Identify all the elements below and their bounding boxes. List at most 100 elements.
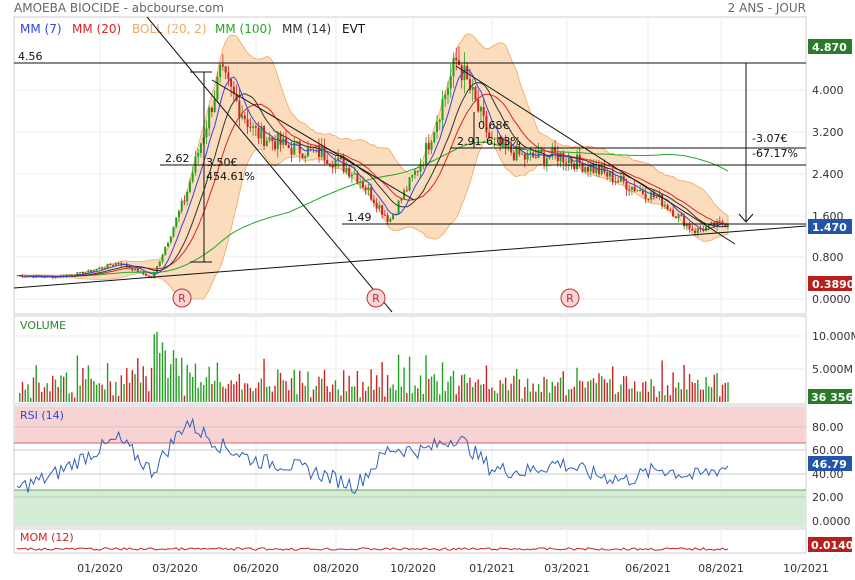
r-markers: R R R <box>172 288 580 308</box>
candle-body <box>370 187 373 200</box>
candle-body <box>153 272 156 278</box>
volume-bar <box>219 382 221 402</box>
candle-body <box>301 153 304 159</box>
candle-body <box>414 170 417 175</box>
volume-bar <box>526 378 529 402</box>
candle-body <box>304 156 307 159</box>
x-tick: 06/2021 <box>625 562 671 575</box>
candle-body <box>446 88 449 95</box>
candle-body <box>282 138 285 145</box>
volume-bar <box>559 377 562 402</box>
volume-bar <box>403 367 405 402</box>
candle-body <box>455 57 458 61</box>
r-marker[interactable] <box>560 288 580 308</box>
volume-bar <box>436 381 438 402</box>
volume-bar <box>244 383 246 402</box>
candle-body <box>408 177 411 191</box>
rsi-value-tag-text: 46.79 <box>812 458 847 471</box>
volume-bar <box>400 386 403 402</box>
volume-bar <box>353 386 356 402</box>
candle-body <box>109 263 112 266</box>
candle-body <box>433 132 436 143</box>
annotations: 4.56 2.62 1.49 3.50€ 454.61% 0.68€ 2.91 … <box>18 50 798 224</box>
volume-bar <box>299 370 301 402</box>
volume-bar <box>381 362 383 402</box>
volume-bar <box>139 382 142 402</box>
candle-body <box>125 263 128 267</box>
x-tick: 01/2021 <box>469 562 515 575</box>
volume-bar <box>655 397 658 402</box>
volume-bar <box>30 397 32 402</box>
rsi-y-axis: 80.00 60.00 40.00 20.00 0.0000 <box>812 421 851 528</box>
candle-body <box>688 223 691 229</box>
candle-body <box>589 165 592 172</box>
volume-bar <box>444 390 446 402</box>
mom-value-tag <box>808 537 852 552</box>
volume-bar <box>131 370 133 402</box>
volume-bar <box>617 391 619 402</box>
r-marker[interactable] <box>366 288 386 308</box>
volume-bar <box>502 383 504 402</box>
volume-bar <box>535 391 537 402</box>
volume-bar <box>727 382 729 402</box>
volume-bar <box>447 381 449 402</box>
candle-body <box>499 137 502 146</box>
candle-body <box>666 204 669 210</box>
ma20-line <box>17 93 729 278</box>
volume-bar <box>230 380 232 402</box>
legend-mm14: MM (14) <box>282 22 331 36</box>
volume-bar <box>548 392 551 402</box>
candle-body <box>540 150 543 153</box>
volume-bar <box>117 395 120 402</box>
volume-bar <box>521 398 523 402</box>
x-tick: 08/2021 <box>698 562 744 575</box>
volume-bar <box>134 374 136 402</box>
r-marker[interactable] <box>172 288 192 308</box>
volume-bar <box>241 389 243 402</box>
volume-bar <box>406 393 408 402</box>
candle-body <box>136 268 139 273</box>
volume-bar <box>194 363 197 402</box>
r-marker-label: R <box>372 292 380 305</box>
candle-body <box>507 144 510 147</box>
r-marker-label: R <box>566 292 574 305</box>
candle-body <box>683 215 686 227</box>
volume-bar <box>126 368 128 402</box>
volume-bar <box>699 389 702 402</box>
candle-body <box>655 197 658 199</box>
volume-bar <box>386 375 389 402</box>
volume-bar <box>282 380 284 402</box>
candle-body <box>81 271 84 275</box>
candle-body <box>186 191 189 202</box>
candle-body <box>210 107 213 113</box>
candle-body <box>702 229 705 231</box>
candle-body <box>559 152 562 162</box>
volume-bar <box>677 382 680 402</box>
candle-body <box>364 187 367 191</box>
volume-bar <box>310 397 312 402</box>
candle-body <box>348 167 351 177</box>
candle-body <box>532 152 535 158</box>
volume-bar <box>84 378 87 402</box>
moving-averages <box>17 68 729 278</box>
volume-bar <box>326 386 328 402</box>
volume-bar <box>482 384 485 402</box>
min-price-tag-text: 0.3890 <box>812 278 855 291</box>
candle-body <box>490 137 493 139</box>
x-tick: 03/2021 <box>544 562 590 575</box>
volume-bar <box>675 387 677 402</box>
candle-body <box>249 126 252 128</box>
candle-body <box>661 194 664 206</box>
candle-body <box>268 137 271 141</box>
candle-body <box>337 157 340 161</box>
candle-body <box>320 146 323 157</box>
volume-bar <box>683 364 685 402</box>
volume-bar <box>441 362 444 402</box>
volume-bar <box>568 389 570 402</box>
volume-bar <box>573 386 575 402</box>
candle-body <box>274 141 277 150</box>
volume-bar <box>411 393 414 402</box>
volume-bar <box>24 389 26 402</box>
candle-body <box>721 221 724 225</box>
x-tick: 06/2020 <box>233 562 279 575</box>
